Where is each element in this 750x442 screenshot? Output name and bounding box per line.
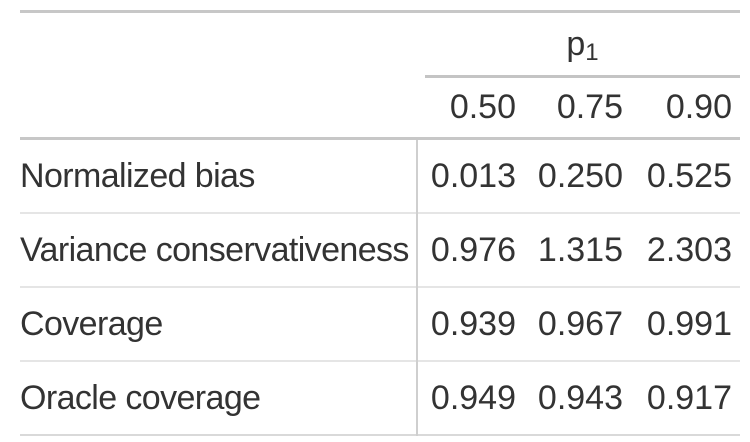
- spanner-cell: p1: [417, 12, 741, 78]
- value-cell: 0.250: [537, 156, 623, 195]
- row-label: Variance conservativeness: [20, 212, 418, 287]
- value-cell: 2.303: [631, 212, 741, 287]
- value-cell: 1.315: [524, 212, 631, 287]
- results-table: p1 0.50 0.75 0.90 Normalized bias 0.013 …: [20, 10, 741, 436]
- value-cell: 0.939: [417, 286, 524, 361]
- value-cell: 0.991: [631, 286, 741, 361]
- row-label: Oracle coverage: [20, 360, 418, 435]
- value-cell: 0.967: [524, 286, 631, 361]
- table-header: p1 0.50 0.75 0.90: [20, 12, 741, 140]
- column-header-090: 0.90: [631, 78, 741, 140]
- spanner-row: p1: [20, 12, 741, 79]
- value-cell: 0.943: [524, 360, 631, 435]
- value-cell: 0.917: [631, 360, 741, 435]
- value-cell: 0.013: [430, 156, 516, 195]
- row-label: Coverage: [20, 286, 418, 361]
- value-cell: 0.976: [417, 212, 524, 287]
- spanner-blank-cell: [20, 12, 417, 79]
- table-row-coverage: Coverage 0.939 0.967 0.991: [20, 286, 741, 361]
- column-header-050: 0.50: [417, 78, 524, 140]
- table-body: Normalized bias 0.013 0.250 0.525 Varian…: [20, 138, 741, 435]
- value-cell: 0.949: [417, 360, 524, 435]
- table-row-oracle-coverage: Oracle coverage 0.949 0.943 0.917: [20, 360, 741, 435]
- results-table-container: p1 0.50 0.75 0.90 Normalized bias 0.013 …: [20, 10, 741, 436]
- column-header-row: 0.50 0.75 0.90: [20, 78, 741, 140]
- spanner-subscript: 1: [585, 39, 599, 66]
- spanner-p1-label: p1: [425, 13, 741, 78]
- table-row-variance-conservativeness: Variance conservativeness 0.976 1.315 2.…: [20, 212, 741, 287]
- column-header-blank-cell: [20, 78, 417, 140]
- table-row-normalized-bias: Normalized bias 0.013 0.250 0.525: [20, 138, 740, 213]
- row-label: Normalized bias: [20, 138, 418, 213]
- column-header-075: 0.75: [524, 78, 631, 140]
- value-cell: 0.525: [646, 156, 733, 195]
- spanner-base: p: [566, 25, 586, 63]
